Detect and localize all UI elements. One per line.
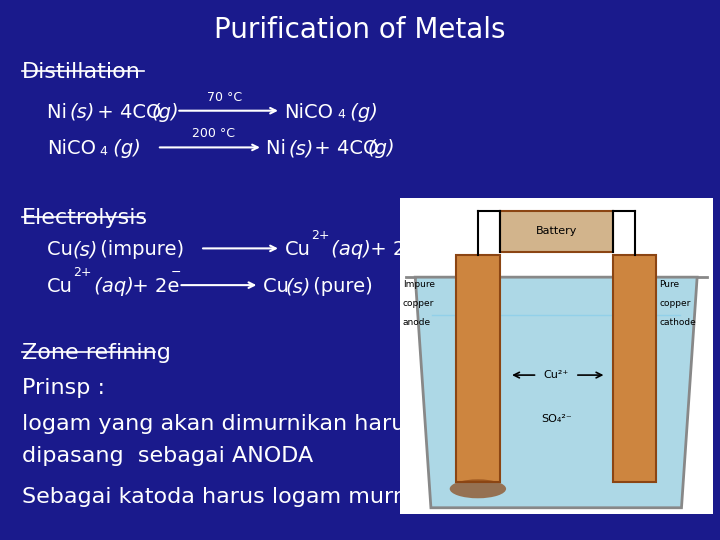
Text: NiCO: NiCO	[47, 139, 96, 158]
Text: + 2e: + 2e	[126, 277, 179, 296]
Text: (aq): (aq)	[325, 240, 372, 259]
Text: 4: 4	[337, 108, 345, 121]
Text: (g): (g)	[344, 103, 378, 122]
Text: (g): (g)	[107, 139, 140, 158]
Text: (aq): (aq)	[88, 277, 134, 296]
Text: Sebagai katoda harus logam murni.: Sebagai katoda harus logam murni.	[22, 487, 420, 507]
Text: logam yang akan dimurnikan harus: logam yang akan dimurnikan harus	[22, 414, 417, 434]
Text: (s): (s)	[286, 277, 311, 296]
Text: (impure): (impure)	[94, 240, 184, 259]
Text: Cu: Cu	[284, 240, 310, 259]
Text: −: −	[171, 266, 181, 279]
Text: + 4CO: + 4CO	[91, 103, 167, 122]
Text: (pure): (pure)	[307, 277, 372, 296]
Text: NiCO: NiCO	[284, 103, 333, 122]
Text: + 2e: + 2e	[364, 240, 417, 259]
Text: (s): (s)	[288, 139, 313, 158]
Text: 2+: 2+	[73, 266, 92, 279]
Text: Cu: Cu	[47, 277, 73, 296]
Text: (g): (g)	[151, 103, 179, 122]
Text: (g): (g)	[367, 139, 395, 158]
Text: Cu: Cu	[263, 277, 295, 296]
Text: Cu: Cu	[47, 240, 79, 259]
Text: −: −	[408, 230, 419, 242]
Text: + 4CO: + 4CO	[308, 139, 384, 158]
Text: 2+: 2+	[311, 230, 330, 242]
Text: Purification of Metals: Purification of Metals	[215, 16, 505, 44]
Text: 200 °C: 200 °C	[192, 127, 235, 140]
Text: (s): (s)	[72, 240, 97, 259]
Text: Ni: Ni	[266, 139, 292, 158]
Text: Ni: Ni	[47, 103, 73, 122]
Text: 4: 4	[99, 145, 107, 158]
Text: dipasang  sebagai ANODA: dipasang sebagai ANODA	[22, 446, 313, 465]
Text: Distillation: Distillation	[22, 62, 140, 82]
Text: (s): (s)	[70, 103, 95, 122]
Text: Prinsp :: Prinsp :	[22, 378, 104, 398]
Text: Electrolysis: Electrolysis	[22, 208, 148, 228]
Text: Zone refining: Zone refining	[22, 343, 171, 363]
Text: 70 °C: 70 °C	[207, 91, 243, 104]
